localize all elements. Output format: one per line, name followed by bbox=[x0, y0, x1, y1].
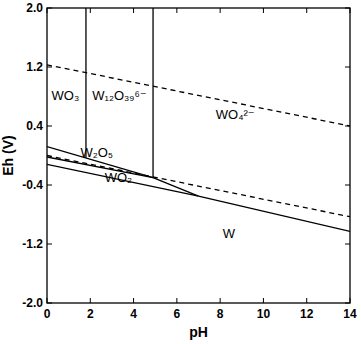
y-tick bbox=[345, 67, 350, 68]
chart: 0 2 4 6 8 10 12 14 -2.0 -1.2 -0.4 0.4 1.2 2.0 pH Eh (V)… bbox=[0, 0, 361, 344]
region-label: W bbox=[223, 226, 236, 241]
x-axis-label: pH bbox=[189, 324, 208, 340]
x-tick bbox=[263, 8, 264, 13]
x-tick bbox=[350, 8, 351, 13]
x-tick bbox=[90, 298, 91, 303]
y-axis-label: Eh (V) bbox=[0, 135, 16, 175]
y-tick bbox=[345, 126, 350, 127]
y-tick bbox=[345, 8, 350, 9]
x-tick bbox=[47, 8, 48, 13]
plot-frame bbox=[47, 8, 350, 303]
boundary-line bbox=[47, 156, 350, 217]
y-tick bbox=[345, 303, 350, 304]
y-tick-label: 2.0 bbox=[26, 1, 43, 15]
x-tick-label: 6 bbox=[174, 307, 181, 321]
y-tick-label: 1.2 bbox=[26, 60, 43, 74]
x-tick bbox=[90, 8, 91, 13]
x-tick bbox=[220, 298, 221, 303]
x-tick bbox=[133, 298, 134, 303]
region-label: WO₂ bbox=[105, 170, 132, 185]
boundary-line bbox=[153, 178, 198, 196]
boundary-line bbox=[152, 8, 153, 178]
region-label: W₁₂O₃₉⁶⁻ bbox=[92, 88, 146, 103]
y-tick-label: -2.0 bbox=[22, 296, 43, 310]
x-tick-label: 8 bbox=[217, 307, 224, 321]
x-tick-label: 10 bbox=[257, 307, 271, 321]
y-tick bbox=[47, 185, 52, 186]
x-tick-label: 12 bbox=[300, 307, 314, 321]
region-label: WO₃ bbox=[52, 88, 80, 103]
x-tick-label: 0 bbox=[44, 307, 51, 321]
region-label: WO₄²⁻ bbox=[216, 107, 255, 122]
y-tick bbox=[47, 8, 52, 9]
boundary-line bbox=[199, 196, 351, 231]
boundary-line bbox=[85, 8, 86, 158]
y-tick bbox=[47, 244, 52, 245]
boundary-line bbox=[47, 164, 199, 196]
x-tick bbox=[133, 8, 134, 13]
x-tick bbox=[176, 8, 177, 13]
y-tick-label: -1.2 bbox=[22, 237, 43, 251]
x-tick bbox=[220, 8, 221, 13]
x-tick-label: 2 bbox=[87, 307, 94, 321]
y-tick bbox=[47, 67, 52, 68]
x-tick bbox=[306, 298, 307, 303]
y-tick-label: -0.4 bbox=[22, 178, 43, 192]
y-tick bbox=[47, 303, 52, 304]
x-tick bbox=[306, 8, 307, 13]
x-tick-label: 4 bbox=[130, 307, 137, 321]
plot-lines bbox=[47, 8, 350, 231]
y-tick-label: 0.4 bbox=[26, 119, 43, 133]
region-label: W₂O₅ bbox=[80, 145, 113, 160]
x-tick bbox=[263, 298, 264, 303]
boundary-line bbox=[47, 65, 350, 126]
x-tick bbox=[47, 298, 48, 303]
x-tick bbox=[176, 298, 177, 303]
x-tick bbox=[350, 298, 351, 303]
y-tick bbox=[345, 185, 350, 186]
x-tick-label: 14 bbox=[343, 307, 357, 321]
y-tick bbox=[47, 126, 52, 127]
y-tick bbox=[345, 244, 350, 245]
